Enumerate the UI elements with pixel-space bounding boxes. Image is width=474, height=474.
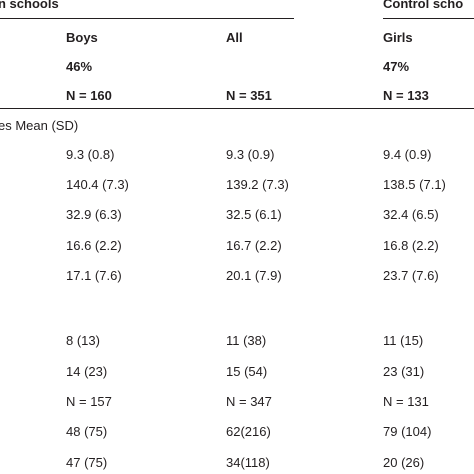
- cell-girls: 23 (31): [383, 364, 425, 379]
- column-header-boys: Boys: [66, 30, 98, 45]
- group-underline-intervention: [0, 18, 294, 19]
- cell-girls: 79 (104): [383, 424, 432, 439]
- cell-girls: 20 (26): [383, 455, 425, 470]
- cell-girls: 138.5 (7.1): [383, 177, 446, 192]
- section-label: es Mean (SD): [0, 118, 79, 133]
- cell-all: N = 347: [226, 394, 272, 409]
- cell-girls: 9.4 (0.9): [383, 147, 432, 162]
- cell-boys: 140.4 (7.3): [66, 177, 129, 192]
- group-header-control: Control scho: [383, 0, 464, 11]
- cell-boys: N = 157: [66, 394, 112, 409]
- cell-boys: 17.1 (7.6): [66, 268, 122, 283]
- cell-all: 34(118): [226, 455, 270, 470]
- cell-all: 32.5 (6.1): [226, 207, 282, 222]
- cell-all: 139.2 (7.3): [226, 177, 289, 192]
- column-header-all: All: [226, 30, 243, 45]
- cell-all: 16.7 (2.2): [226, 238, 282, 253]
- n-girls: N = 133: [383, 88, 429, 103]
- cell-all: 11 (38): [226, 333, 267, 348]
- percent-boys: 46%: [66, 59, 93, 74]
- cell-boys: 9.3 (0.8): [66, 147, 115, 162]
- n-boys: N = 160: [66, 88, 112, 103]
- cell-boys: 14 (23): [66, 364, 108, 379]
- n-all: N = 351: [226, 88, 272, 103]
- cell-girls: 32.4 (6.5): [383, 207, 439, 222]
- cell-boys: 8 (13): [66, 333, 100, 348]
- cell-girls: 23.7 (7.6): [383, 268, 439, 283]
- cell-girls: 11 (15): [383, 333, 424, 348]
- cell-girls: 16.8 (2.2): [383, 238, 439, 253]
- cell-all: 15 (54): [226, 364, 268, 379]
- cell-girls: N = 131: [383, 394, 429, 409]
- column-header-girls: Girls: [383, 30, 413, 45]
- cell-boys: 32.9 (6.3): [66, 207, 122, 222]
- cell-all: 20.1 (7.9): [226, 268, 282, 283]
- cell-boys: 48 (75): [66, 424, 108, 439]
- cell-boys: 16.6 (2.2): [66, 238, 122, 253]
- group-underline-control: [383, 18, 474, 19]
- cell-boys: 47 (75): [66, 455, 108, 470]
- cell-all: 62(216): [226, 424, 271, 439]
- cell-all: 9.3 (0.9): [226, 147, 275, 162]
- group-header-intervention: n schools: [0, 0, 59, 11]
- header-bottom-rule: [0, 108, 474, 109]
- percent-girls: 47%: [383, 59, 410, 74]
